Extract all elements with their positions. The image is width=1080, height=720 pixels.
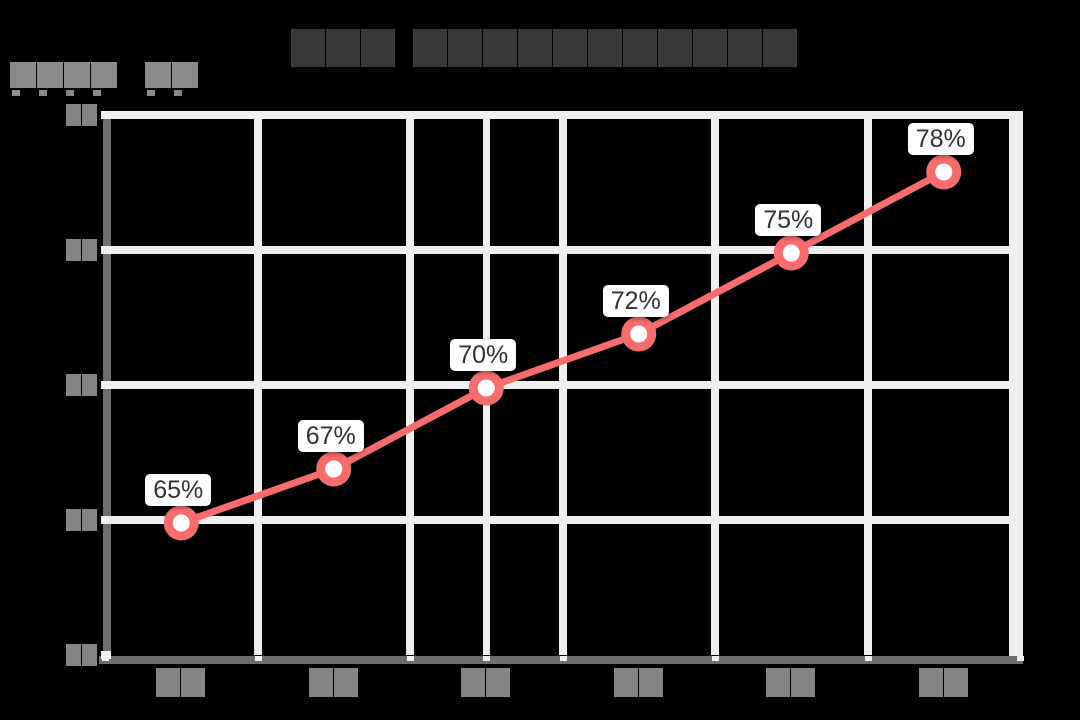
data-label-2: 70% — [450, 339, 517, 371]
x-tick-label-0-glyph-block — [181, 668, 206, 697]
x-tick-label-0-glyph-block — [156, 668, 181, 697]
chart-title-glyph-block — [693, 29, 727, 67]
plot-right-edge-line — [1009, 111, 1023, 657]
data-label-0: 65% — [145, 474, 212, 506]
data-point-marker-1 — [316, 451, 352, 487]
v-gridline — [558, 111, 567, 655]
data-label-5: 78% — [907, 123, 974, 155]
x-tick-label-3-glyph-block — [613, 668, 638, 697]
chart-title-glyph-block — [728, 29, 762, 67]
x-axis-tick — [254, 656, 262, 661]
chart-title-glyph-block — [483, 29, 517, 67]
chart-title-glyph-block — [763, 29, 797, 67]
x-tick-label-5-glyph-block — [943, 668, 968, 697]
chart-title-glyph-block — [291, 29, 325, 67]
chart-title-glyph-block — [448, 29, 482, 67]
x-tick-label-1-glyph-block — [333, 668, 358, 697]
y-tick-label-4-glyph-block — [66, 104, 81, 126]
y-axis-name-glyph-block — [37, 62, 63, 88]
y-tick-label-3-glyph-block — [66, 239, 81, 261]
y-axis-name-glyph-foot — [93, 90, 101, 96]
x-tick-label-1-glyph-block — [308, 668, 333, 697]
chart-title-glyph-block — [623, 29, 657, 67]
x-axis-tick — [864, 656, 872, 661]
data-point-marker-2 — [468, 370, 504, 406]
data-point-marker-4 — [773, 235, 809, 271]
x-axis-tick — [407, 656, 414, 661]
y-axis-tick — [101, 651, 111, 659]
x-axis-tick — [102, 656, 109, 661]
y-axis-tick — [101, 246, 111, 254]
y-tick-label-0-glyph-block — [82, 644, 97, 666]
y-axis-name-glyph-foot — [66, 90, 74, 96]
data-label-1: 67% — [297, 420, 364, 452]
y-tick-label-2-glyph-block — [66, 374, 81, 396]
x-tick-label-2-glyph-block — [461, 668, 486, 697]
y-axis-name-glyph-foot — [12, 90, 20, 96]
data-point-marker-0 — [163, 505, 199, 541]
y-axis-name-glyph-block — [10, 62, 36, 88]
chart-title-glyph-block — [588, 29, 622, 67]
y-axis-name-glyph-block — [172, 62, 198, 88]
x-tick-label-4-glyph-block — [791, 668, 816, 697]
v-gridline — [253, 111, 262, 655]
x-tick-label-2-glyph-block — [486, 668, 511, 697]
y-axis-tick — [101, 516, 111, 524]
chart-title-glyph-block — [361, 29, 395, 67]
y-tick-label-1-glyph-block — [82, 509, 97, 531]
x-axis-tick — [1017, 656, 1024, 661]
data-point-marker-3 — [621, 316, 657, 352]
y-tick-label-0-glyph-block — [66, 644, 81, 666]
x-tick-label-4-glyph-block — [766, 668, 791, 697]
chart-title-glyph-block — [658, 29, 692, 67]
y-tick-label-4-glyph-block — [82, 104, 97, 126]
y-tick-label-1-glyph-block — [66, 509, 81, 531]
x-axis-tick — [559, 656, 567, 661]
series-line — [177, 168, 948, 527]
y-axis-tick — [101, 111, 111, 119]
y-axis-tick — [101, 381, 111, 389]
y-axis-name-glyph-foot — [174, 90, 182, 96]
x-tick-label-3-glyph-block — [638, 668, 663, 697]
data-label-3: 72% — [602, 285, 669, 317]
y-axis-name-glyph-foot — [39, 90, 47, 96]
y-tick-label-3-glyph-block — [82, 239, 97, 261]
y-axis-name-glyph-block — [91, 62, 117, 88]
chart-title-glyph-block — [413, 29, 447, 67]
y-axis-name-glyph-block — [64, 62, 90, 88]
y-axis-name-glyph-block — [145, 62, 171, 88]
chart-title-glyph-block — [553, 29, 587, 67]
y-axis-name-glyph-foot — [147, 90, 155, 96]
y-tick-label-2-glyph-block — [82, 374, 97, 396]
v-gridline — [711, 111, 719, 655]
chart-title-glyph-block — [518, 29, 552, 67]
x-axis-tick — [712, 656, 719, 661]
data-point-marker-5 — [926, 154, 962, 190]
v-gridline — [406, 111, 414, 655]
x-axis-pointer-tick — [483, 656, 491, 661]
v-gridline — [863, 111, 872, 655]
x-tick-label-5-glyph-block — [918, 668, 943, 697]
chart-title-glyph-block — [326, 29, 360, 67]
data-label-4: 75% — [755, 204, 822, 236]
